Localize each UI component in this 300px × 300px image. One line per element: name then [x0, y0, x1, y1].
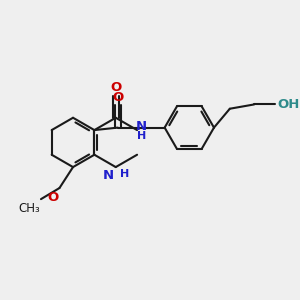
Text: N: N — [136, 120, 147, 133]
Text: CH₃: CH₃ — [18, 202, 40, 215]
Text: H: H — [121, 169, 130, 179]
Text: O: O — [110, 81, 122, 94]
Text: H: H — [136, 131, 146, 141]
Text: OH: OH — [277, 98, 299, 111]
Text: O: O — [112, 91, 123, 103]
Text: N: N — [103, 169, 114, 182]
Text: O: O — [47, 191, 58, 204]
